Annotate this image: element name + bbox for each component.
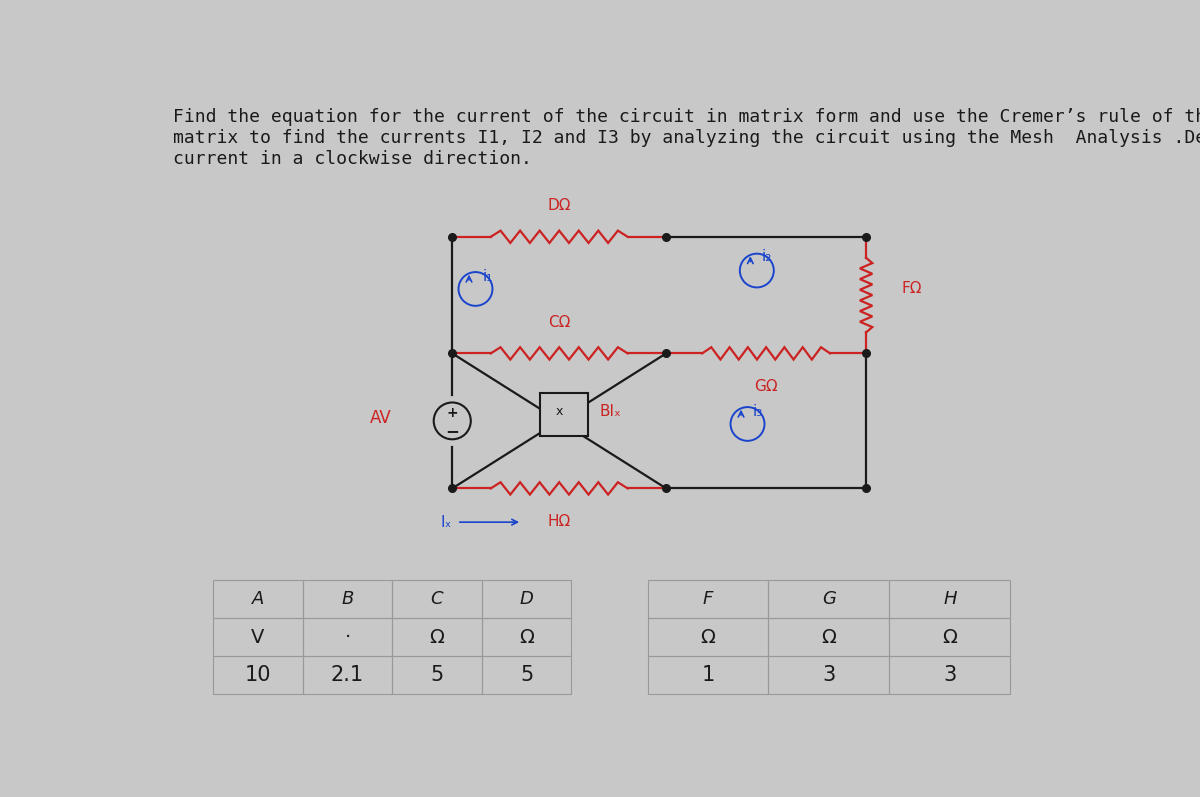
Bar [768, 580, 889, 618]
Text: B: B [341, 591, 354, 608]
Text: C: C [431, 591, 443, 608]
Bar [214, 618, 302, 656]
Bar [392, 580, 481, 618]
Text: G: G [822, 591, 836, 608]
Text: i₂: i₂ [762, 249, 772, 265]
Text: current in a clockwise direction.: current in a clockwise direction. [173, 150, 532, 167]
Bar [768, 656, 889, 694]
Text: Find the equation for the current of the circuit in matrix form and use the Crem: Find the equation for the current of the… [173, 108, 1200, 126]
Bar [889, 656, 1010, 694]
Bar [481, 618, 571, 656]
Bar [392, 618, 481, 656]
Bar [481, 656, 571, 694]
Text: F: F [703, 591, 713, 608]
Bar [889, 580, 1010, 618]
Text: Iₓ: Iₓ [442, 515, 452, 530]
Text: Ω: Ω [430, 628, 444, 646]
Text: 1: 1 [701, 665, 715, 685]
Bar [302, 580, 392, 618]
Text: 2.1: 2.1 [331, 665, 364, 685]
Text: 3: 3 [943, 665, 956, 685]
Text: AV: AV [370, 409, 391, 427]
Bar [648, 580, 768, 618]
Text: Ω: Ω [942, 628, 958, 646]
Bar [768, 618, 889, 656]
Text: Ω: Ω [520, 628, 534, 646]
Text: GΩ: GΩ [755, 379, 778, 395]
Text: −: − [445, 422, 460, 440]
Bar [481, 580, 571, 618]
Bar [540, 393, 588, 436]
Text: 3: 3 [822, 665, 835, 685]
Text: 5: 5 [520, 665, 533, 685]
Text: FΩ: FΩ [901, 281, 922, 296]
Text: V: V [251, 628, 265, 646]
Bar [648, 656, 768, 694]
Text: ·: · [344, 628, 350, 646]
Text: H: H [943, 591, 956, 608]
Bar [392, 656, 481, 694]
Text: BIₓ: BIₓ [599, 404, 620, 419]
Text: HΩ: HΩ [547, 514, 571, 529]
Bar [302, 618, 392, 656]
Text: +: + [446, 406, 458, 420]
Text: 10: 10 [245, 665, 271, 685]
Text: 5: 5 [431, 665, 444, 685]
Text: CΩ: CΩ [548, 315, 570, 330]
Bar [214, 580, 302, 618]
Text: x: x [556, 405, 563, 418]
Text: i₃: i₃ [752, 404, 762, 419]
Text: i₁: i₁ [482, 269, 493, 284]
Text: Ω: Ω [822, 628, 836, 646]
Bar [648, 618, 768, 656]
Bar [302, 656, 392, 694]
Text: matrix to find the currents I1, I2 and I3 by analyzing the circuit using the Mes: matrix to find the currents I1, I2 and I… [173, 129, 1200, 147]
Text: A: A [252, 591, 264, 608]
Text: Ω: Ω [701, 628, 715, 646]
Bar [889, 618, 1010, 656]
Text: DΩ: DΩ [547, 198, 571, 214]
Bar [214, 656, 302, 694]
Text: D: D [520, 591, 534, 608]
